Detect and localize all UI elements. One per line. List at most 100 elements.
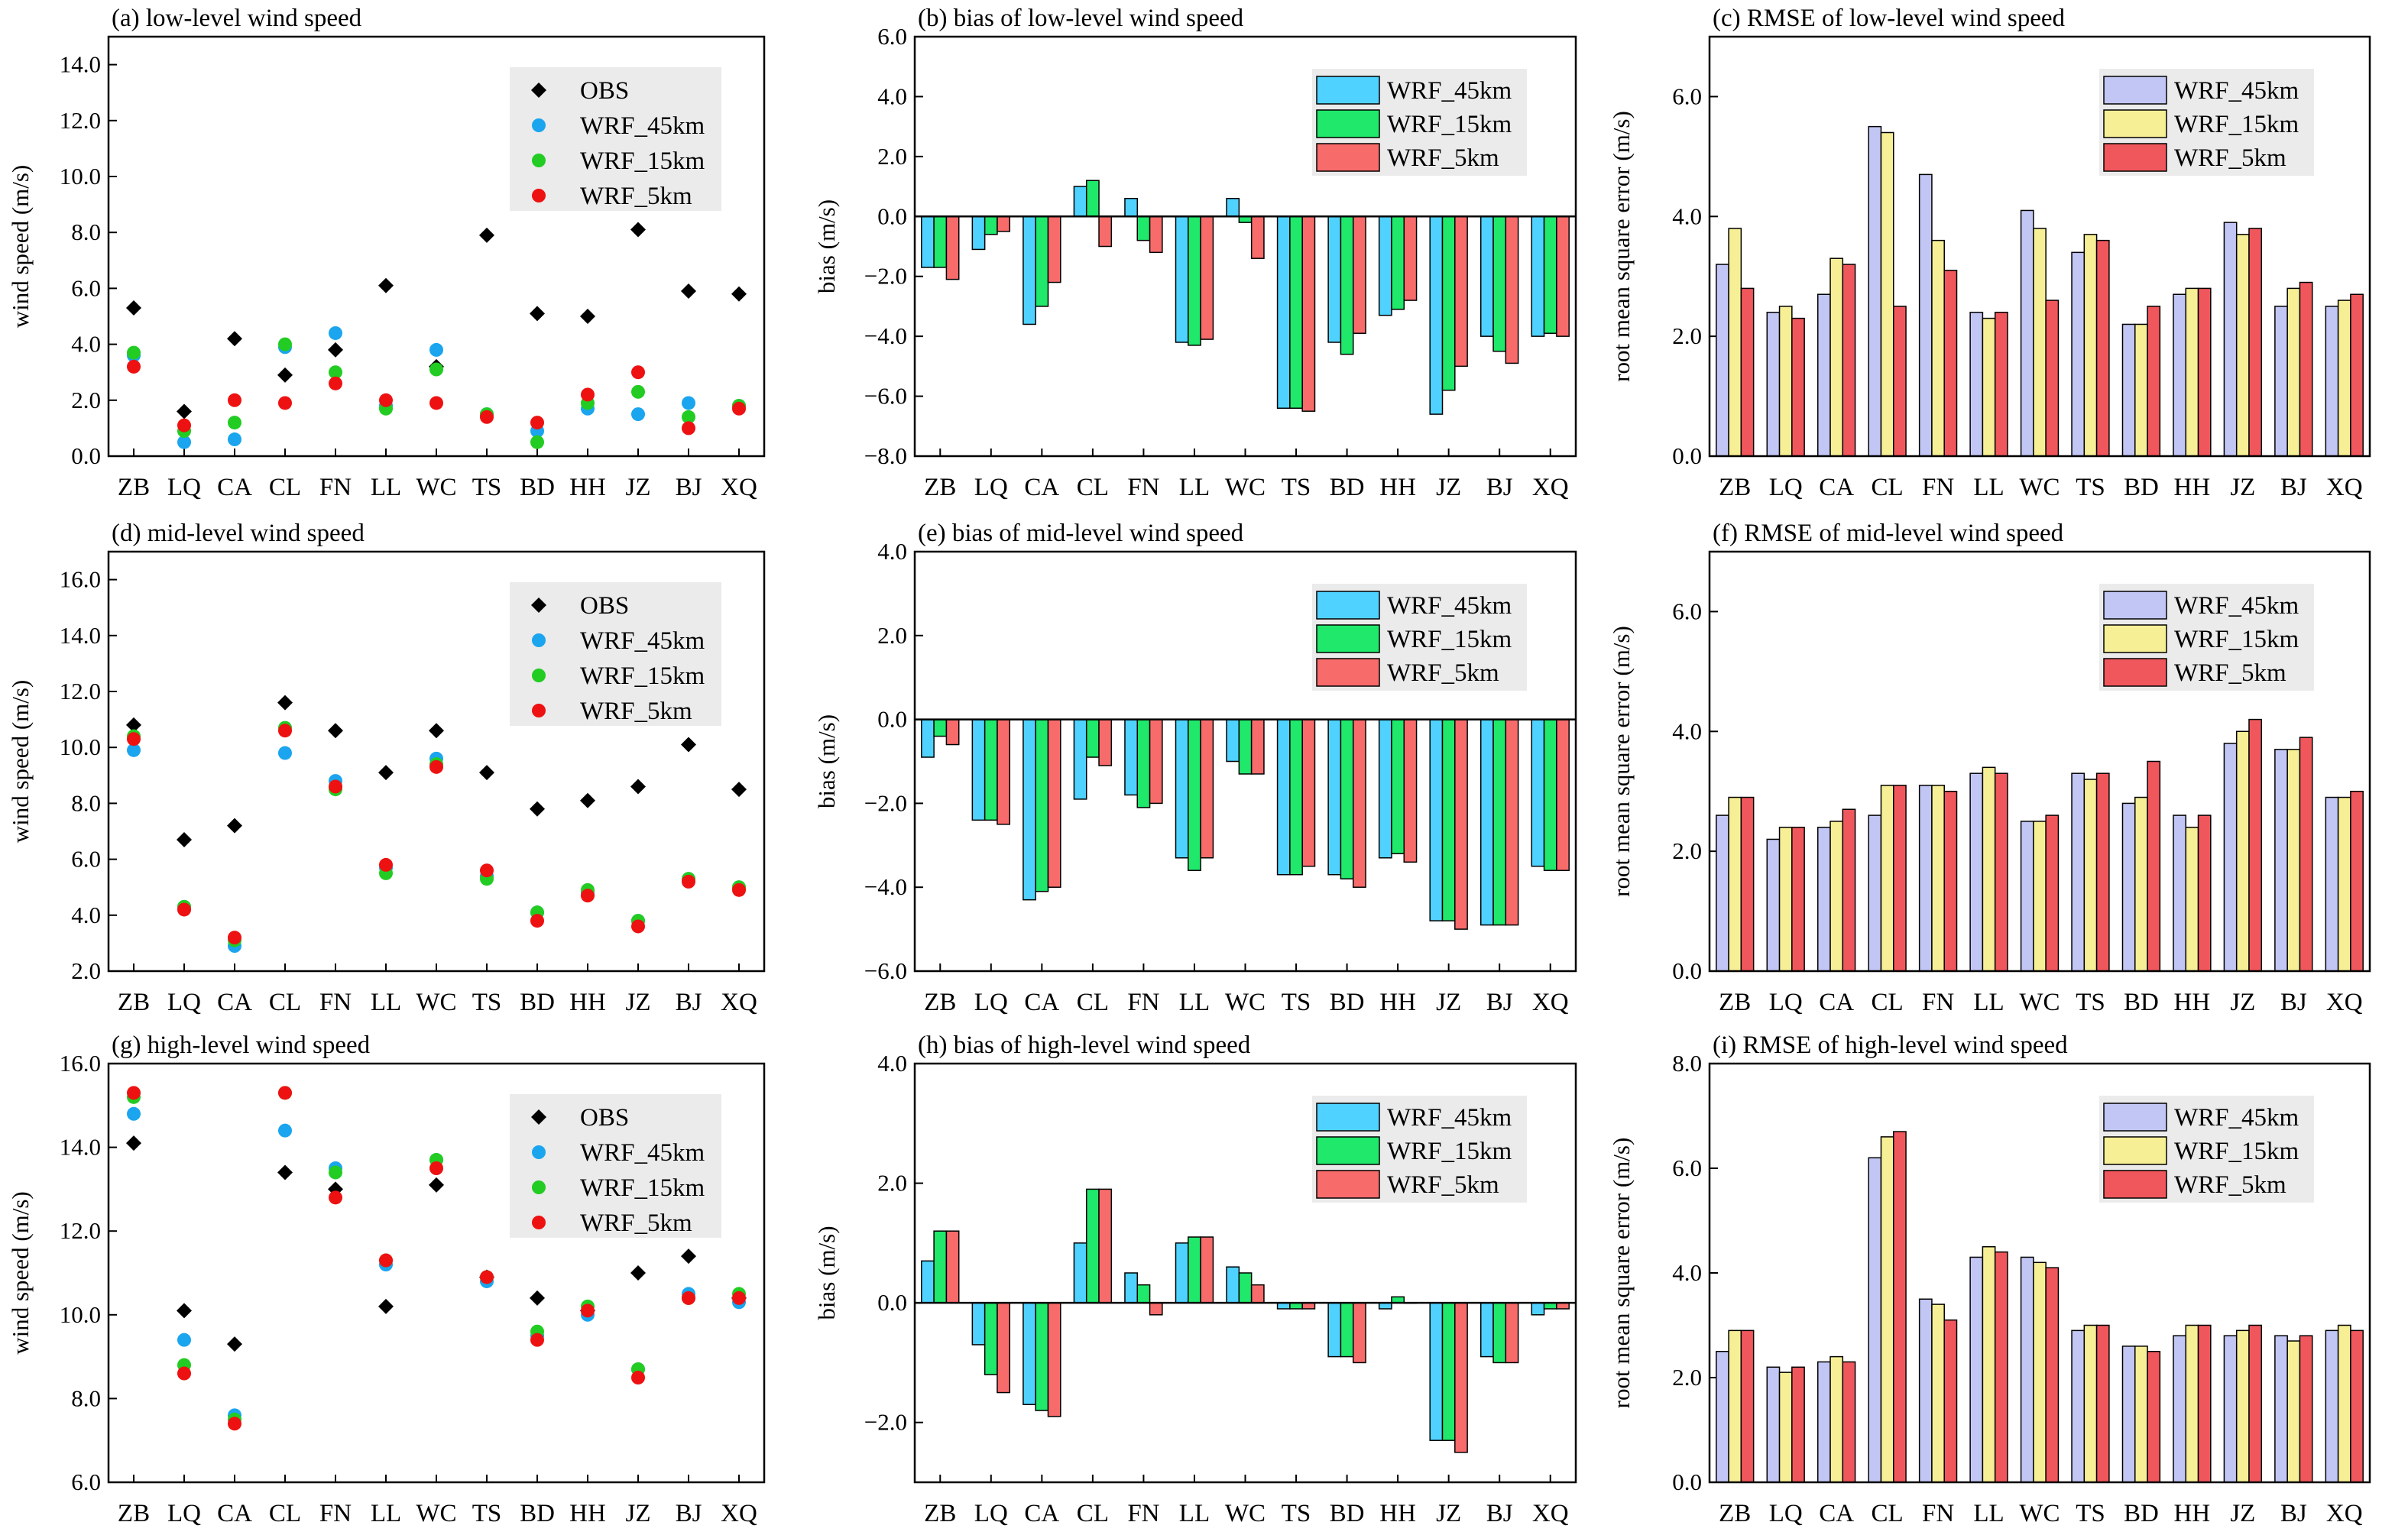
y-tick-label: 16.0 (60, 566, 101, 593)
x-tick-label-lq: LQ (1769, 989, 1803, 1016)
bar-wrf-15km (2337, 300, 2351, 457)
bar-wrf-45km (1969, 772, 1984, 972)
bar-wrf-5km (1454, 215, 1468, 368)
plot-frame (107, 1062, 766, 1484)
x-tick-label-ts: TS (2076, 474, 2105, 501)
y-tick-label: 14.0 (60, 622, 101, 649)
bar-wrf-45km (971, 718, 986, 821)
bar-wrf-45km (1716, 264, 1729, 457)
bar-wrf-15km (1441, 718, 1456, 921)
bar-wrf-45km (1766, 1366, 1781, 1483)
bar-wrf-5km (1740, 796, 1755, 972)
legend-swatch (2103, 624, 2167, 653)
bar-wrf-45km (1817, 827, 1831, 972)
point-wrf-15km (682, 410, 695, 424)
bar-wrf-15km (1035, 215, 1049, 307)
y-tick-label: 10.0 (60, 1301, 101, 1328)
y-tick-label: 10.0 (60, 733, 101, 760)
y-tick-label: −8.0 (864, 442, 907, 469)
bar-wrf-15km (1441, 215, 1456, 391)
bar-wrf-5km (1352, 718, 1366, 888)
y-tick-label: 4.0 (877, 83, 907, 109)
x-tick-label-bd: BD (2124, 1500, 2159, 1527)
bar-wrf-15km (2286, 749, 2301, 972)
panel-title: (e) bias of mid-level wind speed (918, 520, 1244, 547)
bar-wrf-5km (2147, 1351, 2161, 1483)
bar-wrf-15km (1728, 1329, 1742, 1483)
x-tick-label-ca: CA (217, 989, 252, 1016)
bar-wrf-15km (1085, 1188, 1100, 1303)
x-tick-label-zb: ZB (1719, 1500, 1751, 1527)
bar-wrf-15km (1085, 180, 1100, 218)
bar-wrf-45km (2325, 796, 2339, 972)
x-tick-label-bj: BJ (676, 474, 702, 501)
bar-wrf-5km (1352, 215, 1366, 334)
y-tick-label: −6.0 (864, 957, 907, 984)
legend-swatch (2103, 109, 2167, 138)
legend-swatch (2103, 1170, 2167, 1199)
bar-wrf-5km (1250, 215, 1265, 259)
bar-wrf-5km (2197, 287, 2212, 457)
x-tick-label-wc: WC (416, 474, 456, 501)
bar-wrf-45km (1531, 215, 1545, 337)
point-wrf-5km (278, 396, 292, 410)
x-tick-label-wc: WC (1225, 474, 1266, 501)
legend-swatch (2103, 1136, 2167, 1165)
x-tick-label-ts: TS (1282, 1500, 1311, 1527)
bar-wrf-5km (1505, 1302, 1519, 1364)
bar-wrf-45km (2173, 1335, 2186, 1483)
x-tick-label-hh: HH (569, 474, 606, 501)
x-tick-label-hh: HH (2174, 1500, 2211, 1527)
legend-label: WRF_5km (1387, 659, 1499, 687)
bar-wrf-5km (1149, 718, 1163, 805)
legend-marker (532, 669, 546, 682)
x-tick-label-hh: HH (1379, 474, 1416, 501)
bar-wrf-15km (2134, 1346, 2148, 1483)
y-axis-label: wind speed (m/s) (7, 1191, 34, 1355)
obs-point (681, 1248, 696, 1265)
point-wrf-5km (581, 1303, 595, 1318)
legend-label: WRF_15km (1387, 111, 1512, 138)
legend-label: WRF_45km (2174, 1104, 2299, 1132)
bar-wrf-15km (2235, 730, 2250, 972)
point-wrf-45km (329, 325, 342, 340)
bar-wrf-45km (1175, 215, 1189, 343)
bar-wrf-5km (1098, 1188, 1113, 1303)
legend-marker (532, 1145, 546, 1159)
plot-frame (913, 35, 1577, 458)
legend-label: WRF_15km (2174, 111, 2299, 138)
bar-wrf-15km (2337, 1324, 2351, 1483)
y-tick-label: 2.0 (877, 622, 907, 649)
obs-point (378, 277, 394, 293)
bar-wrf-15km (1829, 1355, 1844, 1483)
x-tick-label-wc: WC (2019, 1500, 2060, 1527)
y-axis-label: root mean square error (m/s) (1608, 626, 1635, 897)
legend-label: OBS (580, 77, 629, 105)
bar-wrf-45km (2071, 251, 2086, 457)
bar-wrf-45km (971, 1302, 986, 1346)
point-wrf-5km (732, 1291, 746, 1305)
y-tick-label: 6.0 (877, 23, 907, 50)
y-tick-label: 6.0 (71, 1469, 101, 1495)
point-wrf-5km (278, 1086, 292, 1100)
obs-point (530, 306, 545, 322)
legend-label: WRF_45km (580, 627, 705, 655)
obs-point (378, 1298, 394, 1314)
obs-point (126, 1135, 141, 1151)
x-tick-label-ts: TS (472, 1500, 502, 1527)
legend-swatch (1316, 76, 1380, 105)
x-tick-label-xq: XQ (721, 474, 757, 501)
bar-wrf-45km (1817, 1361, 1831, 1483)
bar-wrf-5km (2299, 1335, 2313, 1483)
x-tick-label-ca: CA (1024, 474, 1059, 501)
y-tick-label: 4.0 (877, 538, 907, 565)
bar-wrf-5km (1791, 1366, 1805, 1483)
obs-point (328, 723, 343, 739)
legend-swatch (1316, 109, 1380, 138)
bar-wrf-45km (1124, 1272, 1139, 1303)
x-tick-label-hh: HH (1379, 989, 1416, 1016)
y-tick-label: 0.0 (877, 1289, 907, 1316)
point-wrf-5km (329, 1190, 342, 1205)
legend-label: WRF_15km (1387, 626, 1512, 653)
bar-wrf-45km (2173, 814, 2186, 972)
